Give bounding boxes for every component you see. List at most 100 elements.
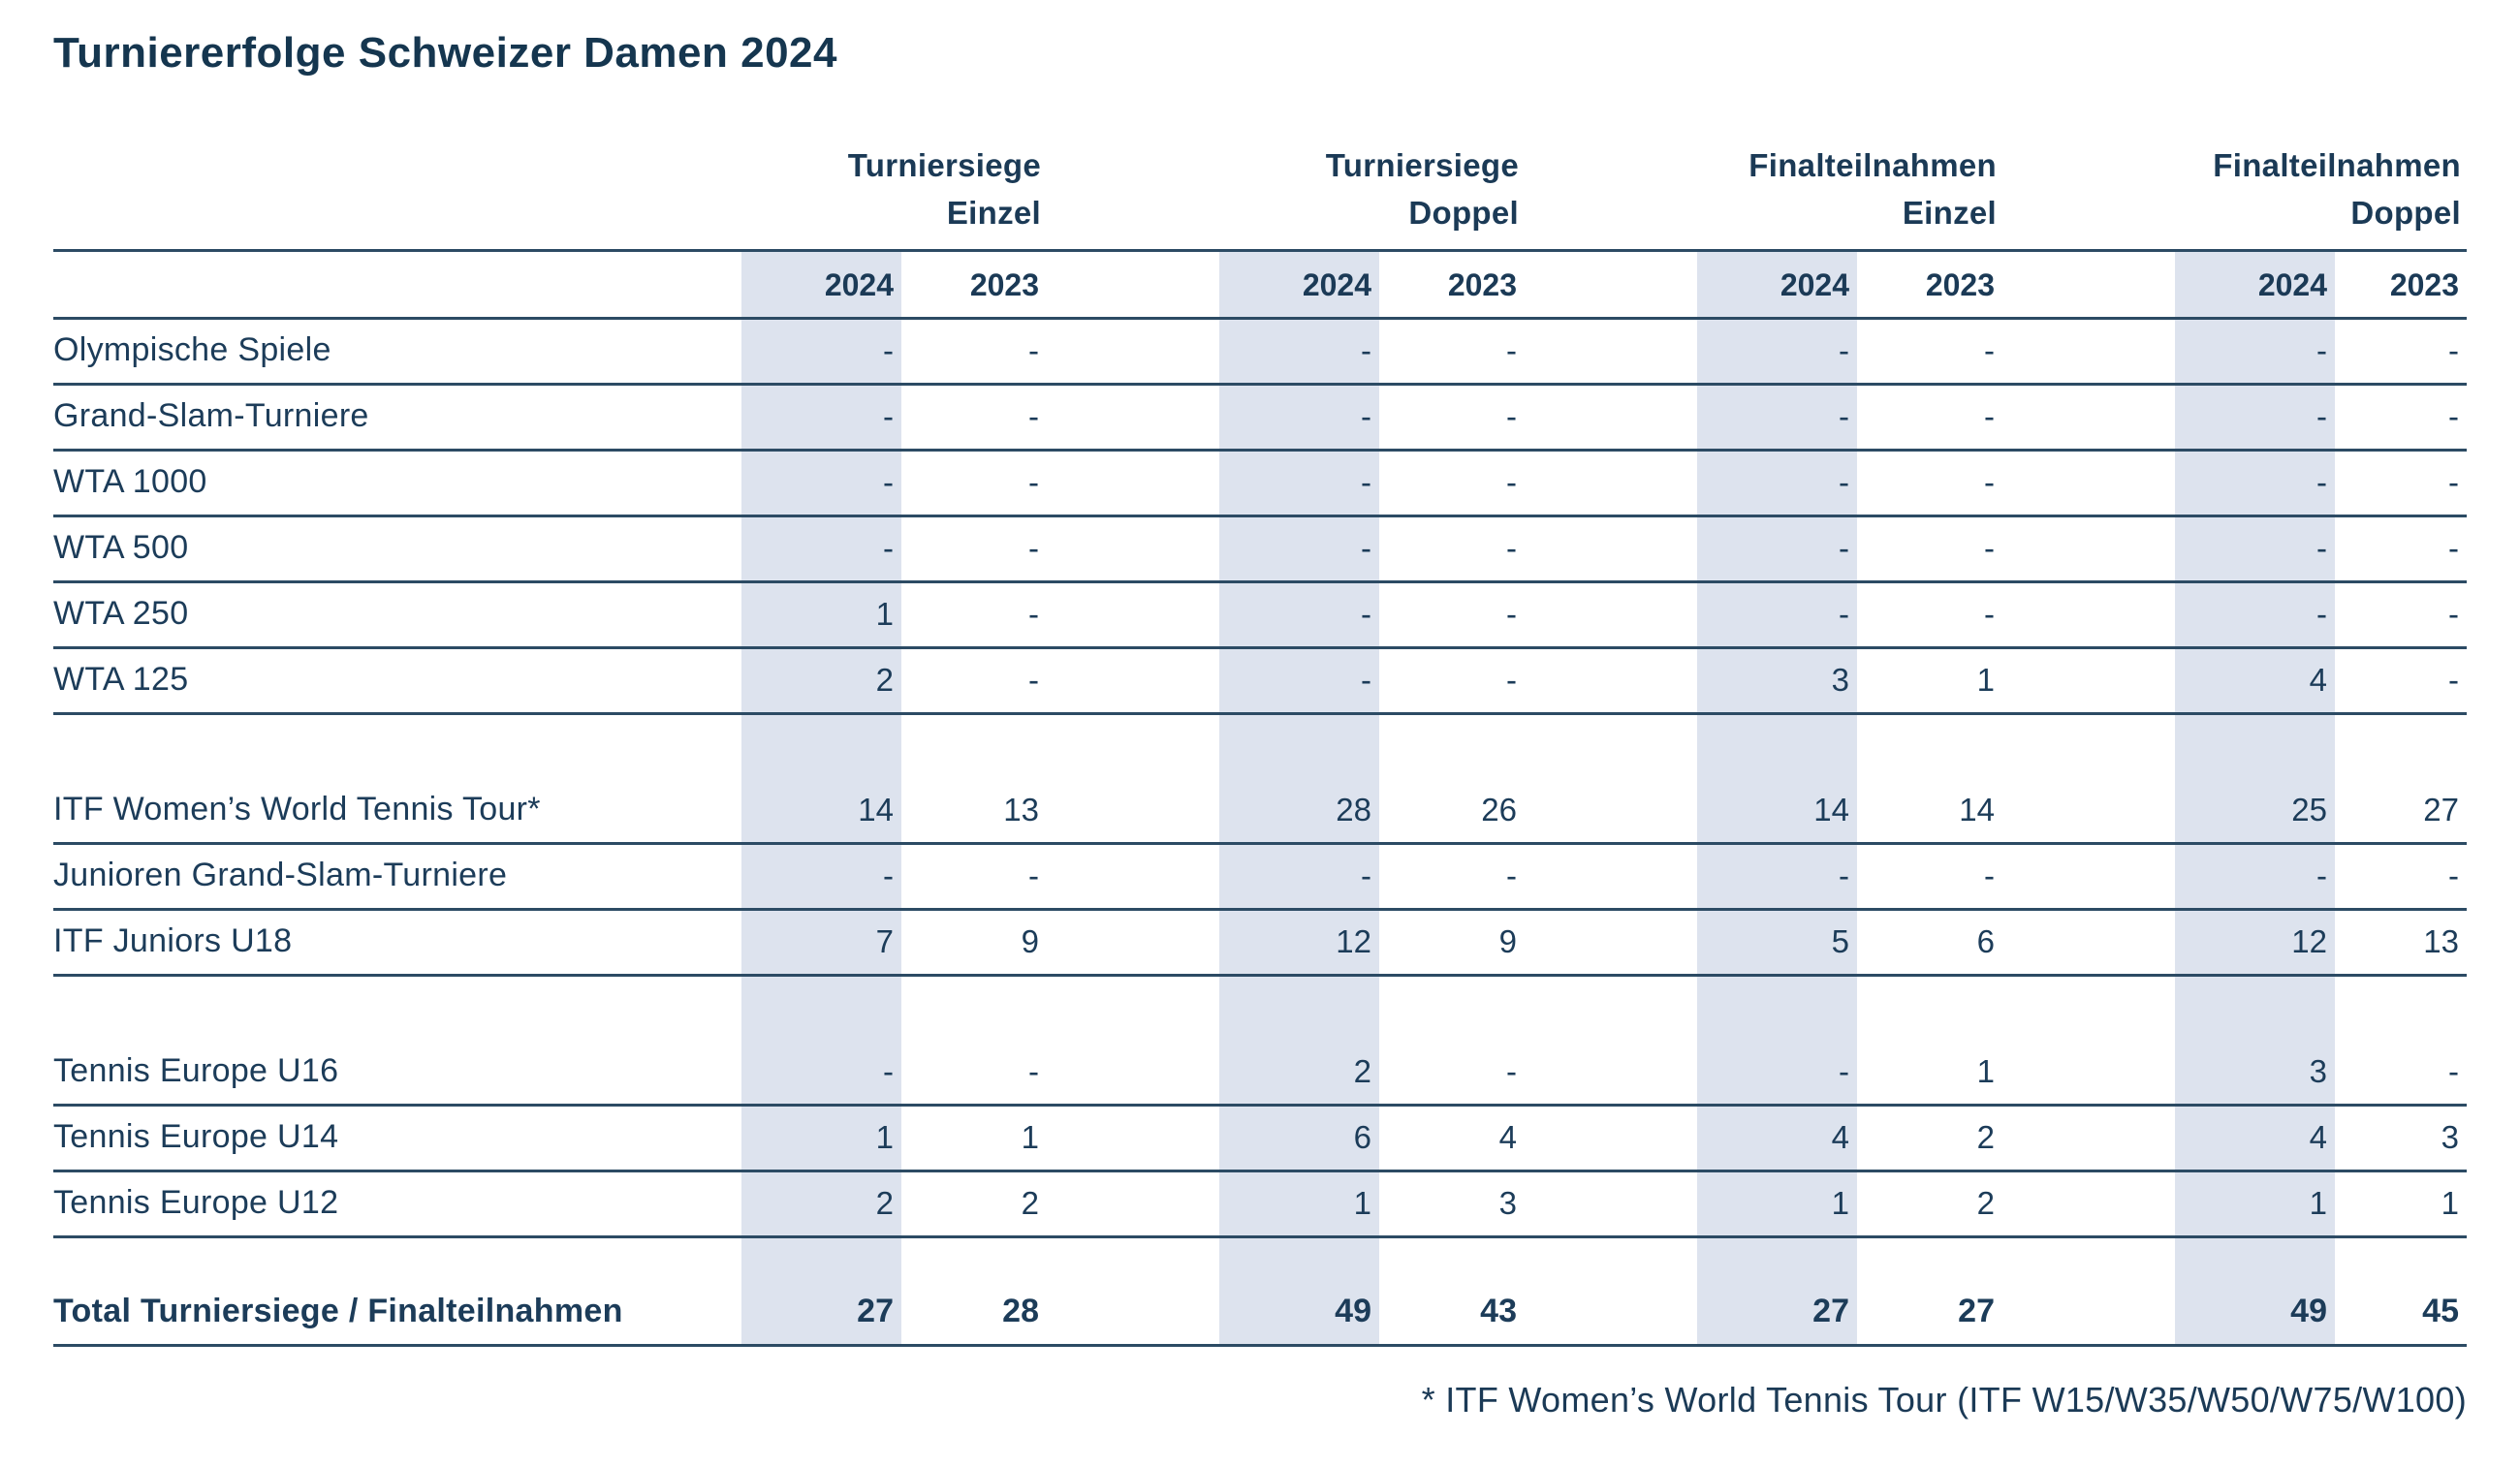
value-cell-2023: - <box>901 515 1047 583</box>
value-cell-2023: 4 <box>1379 1105 1525 1172</box>
spacer-cell <box>1857 1236 2002 1279</box>
value-cell-2024: - <box>1697 581 1857 649</box>
group-label-line1: Finalteilnahmen <box>1748 146 1997 183</box>
value-cell-2024: 5 <box>1697 909 1857 977</box>
row-label-cell: Junioren Grand-Slam-Turniere <box>53 843 741 911</box>
group-label-line2: Doppel <box>2350 195 2461 231</box>
value-cell-2024: 2 <box>741 647 901 715</box>
value-cell-2023: 13 <box>901 777 1047 845</box>
gap-cell <box>1525 134 1697 252</box>
value-cell-2024: - <box>1219 318 1379 386</box>
gap-cell <box>1047 515 1219 583</box>
value-cell-2023: 43 <box>1379 1279 1525 1347</box>
spacer-cell <box>53 713 741 777</box>
corner-cell <box>53 134 741 252</box>
value-cell-2024: 27 <box>741 1279 901 1347</box>
gap-cell <box>1047 1236 1219 1279</box>
gap-cell <box>1525 1170 1697 1238</box>
spacer-cell <box>1379 975 1525 1039</box>
spacer-cell <box>1379 1236 1525 1279</box>
value-cell-2023: 2 <box>901 1170 1047 1238</box>
group-label-line1: Finalteilnahmen <box>2213 146 2461 183</box>
gap-cell <box>1525 975 1697 1039</box>
table-row: Tennis Europe U14 1 1 6 4 4 2 4 3 <box>53 1105 2467 1172</box>
year-header-2023: 2023 <box>2335 250 2467 320</box>
gap-cell <box>1047 647 1219 715</box>
group-label-line2: Einzel <box>1902 195 1997 231</box>
value-cell-2023: - <box>901 318 1047 386</box>
value-cell-2023: - <box>1379 450 1525 517</box>
value-cell-2024: 7 <box>741 909 901 977</box>
group-header-finalteilnahmen-doppel: Finalteilnahmen Doppel <box>2175 134 2467 252</box>
value-cell-2023: 9 <box>1379 909 1525 977</box>
value-cell-2024: - <box>1219 450 1379 517</box>
corner-cell <box>53 250 741 320</box>
spacer-row <box>53 713 2467 777</box>
value-cell-2023: - <box>1857 843 2002 911</box>
value-cell-2024: - <box>1697 843 1857 911</box>
value-cell-2023: 1 <box>2335 1170 2467 1238</box>
value-cell-2023: - <box>901 450 1047 517</box>
value-cell-2024: 2 <box>1219 1039 1379 1107</box>
value-cell-2024: - <box>2175 384 2335 452</box>
value-cell-2023: 13 <box>2335 909 2467 977</box>
value-cell-2024: - <box>741 1039 901 1107</box>
value-cell-2024: 27 <box>1697 1279 1857 1347</box>
value-cell-2024: - <box>1697 318 1857 386</box>
gap-cell <box>1525 843 1697 911</box>
table-row: Olympische Spiele - - - - - - - - <box>53 318 2467 386</box>
value-cell-2023: - <box>2335 450 2467 517</box>
value-cell-2024: - <box>741 843 901 911</box>
group-label-line1: Turniersiege <box>1325 146 1519 183</box>
row-label-cell: WTA 250 <box>53 581 741 649</box>
value-cell-2024: 3 <box>1697 647 1857 715</box>
value-cell-2024: - <box>741 450 901 517</box>
gap-cell <box>1047 1105 1219 1172</box>
spacer-cell <box>1379 713 1525 777</box>
gap-cell <box>1525 515 1697 583</box>
value-cell-2023: - <box>1379 318 1525 386</box>
value-cell-2024: 4 <box>1697 1105 1857 1172</box>
value-cell-2024: 12 <box>1219 909 1379 977</box>
row-label-cell: ITF Women’s World Tennis Tour* <box>53 777 741 845</box>
value-cell-2024: - <box>1219 843 1379 911</box>
value-cell-2024: 49 <box>1219 1279 1379 1347</box>
gap-cell <box>1047 250 1219 320</box>
table-row: Tennis Europe U16- -2- -1 3- <box>53 1039 2467 1107</box>
value-cell-2023: - <box>1379 581 1525 649</box>
value-cell-2024: - <box>1697 515 1857 583</box>
value-cell-2023: - <box>2335 843 2467 911</box>
value-cell-2023: - <box>1379 1039 1525 1107</box>
value-cell-2023: - <box>1857 318 2002 386</box>
value-cell-2024: 3 <box>2175 1039 2335 1107</box>
footnote: * ITF Women’s World Tennis Tour (ITF W15… <box>1421 1380 2467 1420</box>
value-cell-2023: - <box>2335 384 2467 452</box>
spacer-cell <box>901 713 1047 777</box>
gap-cell <box>1047 1039 1219 1107</box>
value-cell-2023: 1 <box>1857 1039 2002 1107</box>
value-cell-2024: - <box>1697 384 1857 452</box>
gap-cell <box>1047 1170 1219 1238</box>
value-cell-2024: 1 <box>2175 1170 2335 1238</box>
table-row: Junioren Grand-Slam-Turniere - - - - - - - - <box>53 843 2467 911</box>
spacer-cell <box>1857 975 2002 1039</box>
spacer-band-cell <box>1697 713 1857 777</box>
year-header-2024: 2024 <box>1697 250 1857 320</box>
spacer-band-cell <box>1697 1236 1857 1279</box>
gap-cell <box>2002 1039 2175 1107</box>
spacer-band-cell <box>1219 713 1379 777</box>
value-cell-2023: 1 <box>1857 647 2002 715</box>
group-header-turniersiege-doppel: Turniersiege Doppel <box>1219 134 1525 252</box>
value-cell-2024: 49 <box>2175 1279 2335 1347</box>
gap-cell <box>1047 777 1219 845</box>
value-cell-2024: - <box>1697 450 1857 517</box>
value-cell-2023: 9 <box>901 909 1047 977</box>
row-label-cell: Tennis Europe U16 <box>53 1039 741 1107</box>
value-cell-2023: - <box>1379 384 1525 452</box>
table-row: Grand-Slam-Turniere - - - - - - - - <box>53 384 2467 452</box>
value-cell-2024: 4 <box>2175 1105 2335 1172</box>
gap-cell <box>1047 1279 1219 1347</box>
value-cell-2023: 45 <box>2335 1279 2467 1347</box>
gap-cell <box>1047 134 1219 252</box>
value-cell-2024: - <box>1219 384 1379 452</box>
